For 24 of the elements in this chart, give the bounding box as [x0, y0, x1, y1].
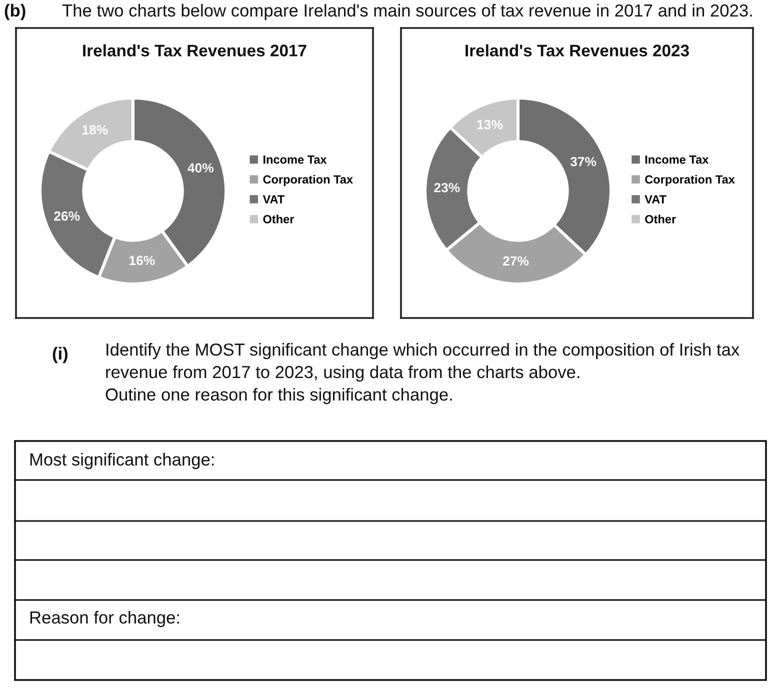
- data-label: 26%: [54, 211, 80, 221]
- text: The two charts below compare Ireland's main sources of tax revenue in 2017 and in 2023.: [62, 4, 752, 20]
- data-label: 40%: [188, 163, 214, 173]
- data-label: 16%: [130, 256, 155, 266]
- chart-title: Ireland's Tax Revenues 2023: [466, 44, 689, 56]
- text: (i): [52, 346, 68, 364]
- data-label: 23%: [434, 182, 460, 192]
- legend-label: VAT: [644, 195, 666, 204]
- legend-label: VAT: [262, 195, 284, 204]
- data-label: 18%: [82, 125, 108, 134]
- legend-label: Income Tax: [645, 156, 709, 164]
- legend-label: Income Tax: [264, 156, 327, 164]
- chart-title: Ireland's Tax Revenues 2017: [83, 44, 306, 56]
- legend-label: Other: [645, 214, 676, 224]
- text: Reason for change:: [30, 610, 179, 628]
- data-label: 13%: [477, 120, 503, 130]
- data-label: 37%: [570, 156, 596, 166]
- legend-label: Corporation Tax: [645, 174, 735, 186]
- legend-label: Other: [263, 214, 294, 224]
- text: Most significant change:: [30, 452, 214, 470]
- data-label: 27%: [503, 256, 529, 266]
- text: Identify the MOST significant change which occurred in the composition of Irish tax revenue from 2017 to 2023, using data from the charts above. Outine one reason for this significant change.: [106, 343, 740, 404]
- text: (b): [4, 4, 26, 20]
- legend-label: Corporation Tax: [263, 174, 353, 186]
